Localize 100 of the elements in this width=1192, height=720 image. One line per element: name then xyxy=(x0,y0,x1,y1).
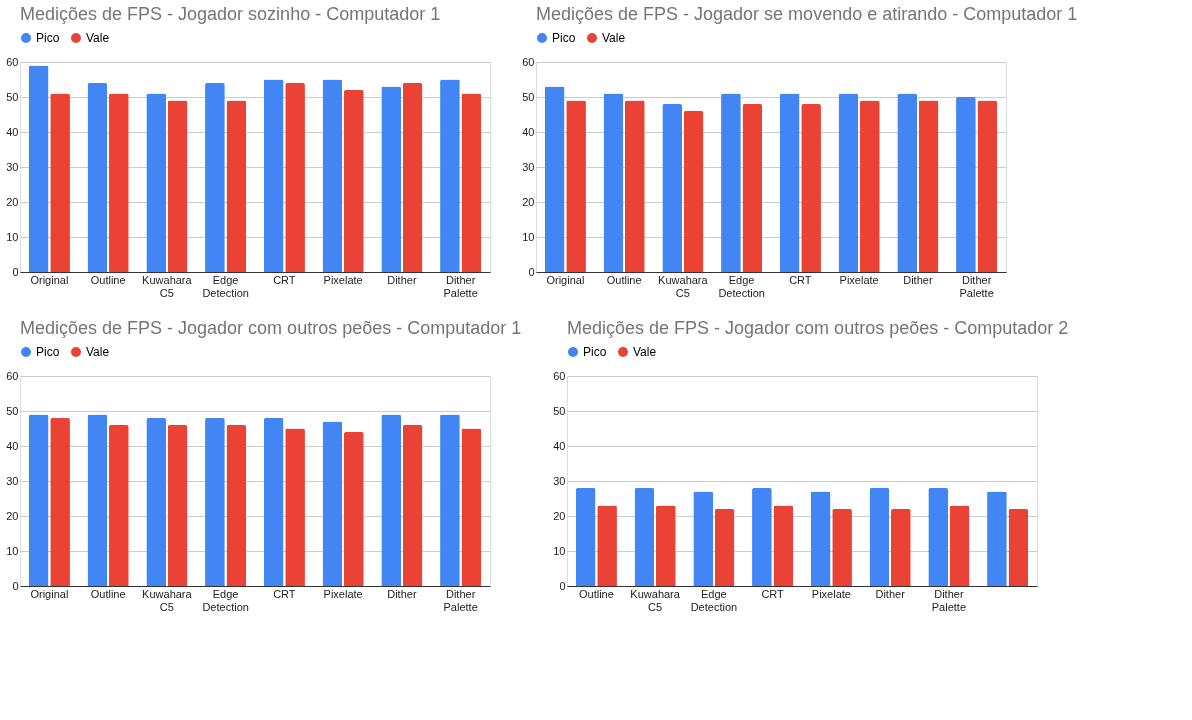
x-tick-label: Pixelate xyxy=(839,273,879,286)
legend-label: Vale xyxy=(602,31,626,45)
bar xyxy=(87,414,108,586)
bar xyxy=(714,509,735,586)
chart-title: Medições de FPS - Jogador com outros peões - Computador 1 xyxy=(20,318,522,338)
bar xyxy=(752,488,772,586)
bar xyxy=(108,425,129,586)
x-tick-label: Kuwahara C5 xyxy=(142,273,193,299)
y-tick-label: 60 xyxy=(522,55,535,68)
bar xyxy=(440,79,460,272)
y-tick-label: 60 xyxy=(6,55,19,68)
bar xyxy=(263,418,284,586)
x-tick-label: Edge Detection xyxy=(202,587,249,613)
y-tick-label: 60 xyxy=(6,369,19,382)
y-tick-label: 0 xyxy=(528,265,535,278)
bar xyxy=(343,90,364,272)
bar xyxy=(634,488,655,586)
y-tick-label: 20 xyxy=(6,509,19,522)
legend-label: Vale xyxy=(86,345,110,359)
x-tick-label: CRT xyxy=(761,587,785,600)
bar xyxy=(28,65,49,272)
bar xyxy=(928,488,949,586)
bar xyxy=(146,418,167,586)
x-tick-label: Dither xyxy=(903,273,933,286)
chart-title: Medições de FPS - Jogador com outros peões - Computador 2 xyxy=(567,318,1069,338)
y-tick-label: 30 xyxy=(6,160,19,173)
x-tick-label: Kuwahara C5 xyxy=(142,587,193,613)
bar xyxy=(226,100,247,272)
x-tick-label: Pixelate xyxy=(323,273,363,286)
legend-label: Pico xyxy=(36,345,60,359)
y-tick-label: 40 xyxy=(6,125,19,138)
chart-title: Medições de FPS - Jogador sozinho - Computador 1 xyxy=(20,4,441,24)
bar xyxy=(832,509,852,586)
x-tick-label: Dither xyxy=(387,273,417,286)
bar xyxy=(322,79,343,272)
bar xyxy=(226,425,247,586)
y-tick-label: 10 xyxy=(553,544,566,557)
y-tick-label: 40 xyxy=(522,125,535,138)
x-tick-label: Outline xyxy=(90,273,126,286)
y-tick-label: 30 xyxy=(522,160,535,173)
y-tick-label: 10 xyxy=(6,230,19,243)
y-tick-label: 10 xyxy=(522,230,535,243)
bar xyxy=(773,505,794,586)
y-tick-label: 30 xyxy=(6,474,19,487)
bar xyxy=(108,93,129,272)
x-tick-label: Outline xyxy=(578,587,614,600)
bar xyxy=(381,414,402,586)
bar xyxy=(597,505,617,586)
bar xyxy=(987,491,1007,586)
y-tick-label: 50 xyxy=(6,404,19,417)
bar xyxy=(461,428,482,586)
chart-title: Medições de FPS - Jogador se movendo e atirando - Computador 1 xyxy=(536,4,1078,24)
x-tick-label: Dither Palette xyxy=(443,587,478,613)
y-tick-label: 0 xyxy=(12,265,19,278)
y-tick-label: 20 xyxy=(6,195,19,208)
x-tick-label: Dither Palette xyxy=(959,273,994,299)
x-tick-label: Kuwahara C5 xyxy=(630,587,681,613)
x-tick-label: Pixelate xyxy=(811,587,851,600)
y-tick-label: 50 xyxy=(553,404,566,417)
x-tick-label: Dither Palette xyxy=(443,273,478,299)
bar xyxy=(205,83,225,272)
x-tick-label: Pixelate xyxy=(323,587,363,600)
bar xyxy=(693,491,714,586)
bar xyxy=(890,509,911,586)
bar xyxy=(285,83,305,272)
x-tick-label: Dither xyxy=(875,587,906,600)
legend-label: Vale xyxy=(633,345,657,359)
bar xyxy=(167,100,188,272)
bar xyxy=(869,488,890,586)
x-tick-label: CRT xyxy=(273,273,296,286)
bar xyxy=(461,93,482,272)
bar xyxy=(402,83,423,272)
bar xyxy=(440,414,460,586)
legend-label: Vale xyxy=(86,31,110,45)
x-tick-label: Edge Detection xyxy=(718,273,765,299)
x-tick-label: Original xyxy=(30,273,69,286)
bar xyxy=(50,93,70,272)
x-tick-label: Outline xyxy=(90,587,126,600)
bar xyxy=(402,425,423,586)
bar xyxy=(50,418,70,586)
bar xyxy=(167,425,188,586)
legend-label: Pico xyxy=(583,345,607,359)
bar xyxy=(263,79,284,272)
y-tick-label: 50 xyxy=(6,90,19,103)
bar xyxy=(343,432,364,586)
x-tick-label: Dither Palette xyxy=(931,587,966,613)
bar xyxy=(28,414,49,586)
y-tick-label: 40 xyxy=(6,439,19,452)
bar xyxy=(87,83,108,272)
legend-label: Pico xyxy=(552,31,576,45)
bar xyxy=(285,428,305,586)
x-tick-label: Edge Detection xyxy=(690,587,738,613)
x-tick-label: Outline xyxy=(606,273,642,286)
x-tick-label: Dither xyxy=(387,587,417,600)
bar xyxy=(575,488,596,586)
y-tick-label: 30 xyxy=(553,474,566,487)
x-tick-label: Edge Detection xyxy=(202,273,249,299)
x-tick-label: Kuwahara C5 xyxy=(658,273,709,299)
bar xyxy=(322,421,343,586)
y-tick-label: 50 xyxy=(522,90,535,103)
